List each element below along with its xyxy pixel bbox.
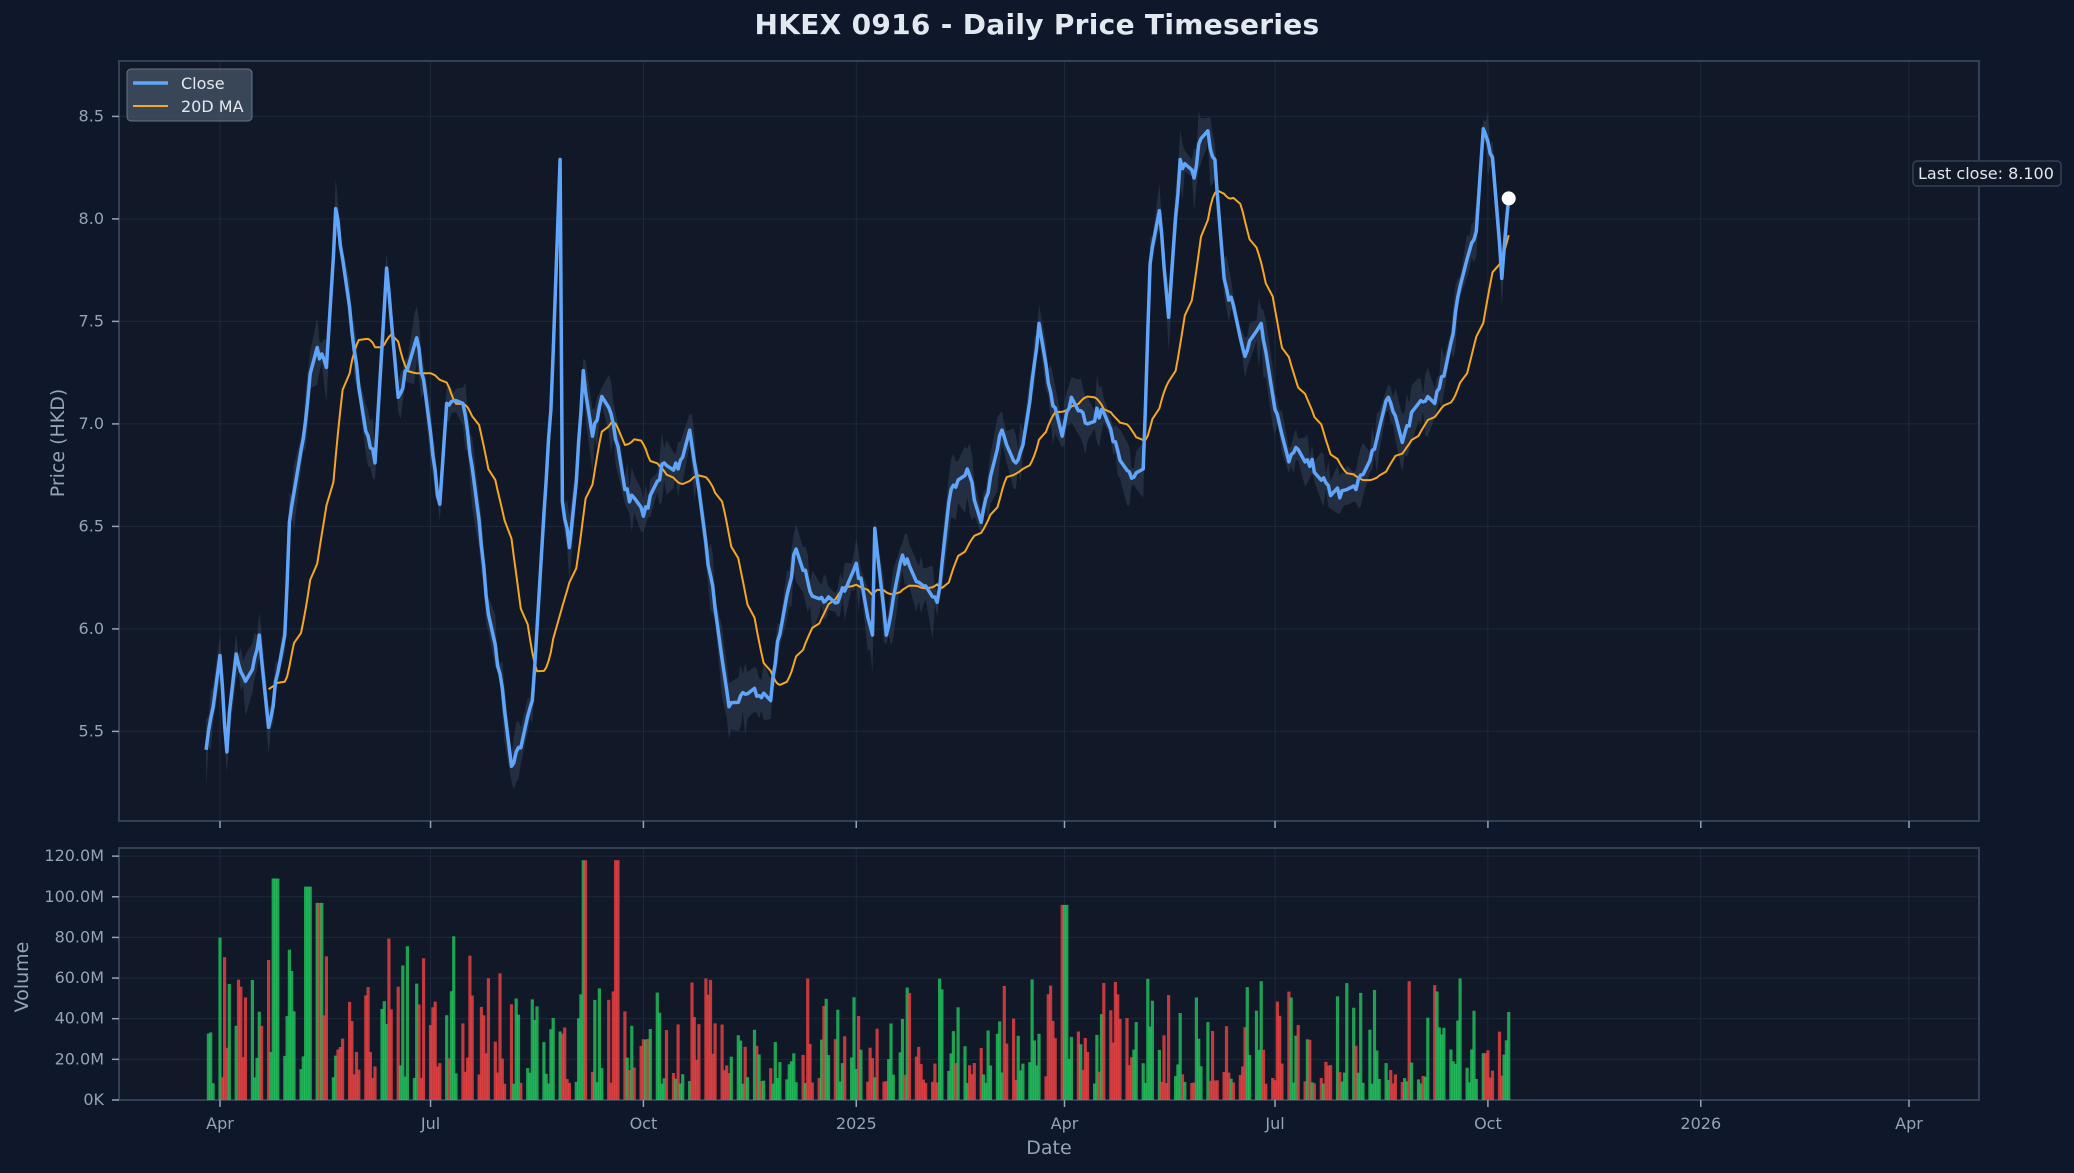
volume-tick-label: 120.0M	[44, 846, 104, 865]
x-tick-label: Jul	[420, 1114, 440, 1133]
x-tick-label: Apr	[1895, 1114, 1923, 1133]
price-tick-label: 7.0	[79, 414, 104, 433]
legend: Close 20D MA	[126, 68, 253, 122]
price-axis-label: Price (HKD)	[47, 389, 69, 498]
price-tick-label: 5.5	[79, 721, 104, 740]
volume-tick-label: 0K	[83, 1090, 104, 1109]
volume-bars	[206, 860, 1511, 1100]
price-tick-label: 8.0	[79, 209, 104, 228]
volume-y-axis: 120.0M 100.0M 80.0M 60.0M 40.0M 20.0M 0K	[44, 846, 119, 1109]
x-tick-label: Apr	[1051, 1114, 1079, 1133]
volume-axis-label: Volume	[11, 942, 33, 1013]
close-price-line	[204, 126, 1511, 769]
volume-tick-label: 80.0M	[55, 927, 104, 946]
price-tick-label: 6.5	[79, 516, 104, 535]
x-tick-label: Apr	[206, 1114, 234, 1133]
ma-20d-line	[268, 189, 1510, 691]
legend-close-label: Close	[181, 74, 225, 93]
price-grid	[120, 62, 1978, 820]
date-axis-label: Date	[1026, 1137, 1071, 1159]
x-tick-label: Oct	[1474, 1114, 1502, 1133]
volume-tick-label: 60.0M	[55, 968, 104, 987]
price-plot-area	[118, 60, 1980, 822]
price-tick-label: 6.0	[79, 619, 104, 638]
x-tick-label: 2026	[1680, 1114, 1721, 1133]
last-close-annotation: Last close: 8.100	[1912, 160, 2062, 187]
last-close-label: Last close: 8.100	[1918, 164, 2054, 183]
price-y-axis: 8.5 8.0 7.5 7.0 6.5 6.0 5.5	[79, 106, 119, 740]
x-tick-label: Jul	[1264, 1114, 1284, 1133]
x-tick-label: Oct	[630, 1114, 658, 1133]
x-tick-label: 2025	[836, 1114, 877, 1133]
price-tick-label: 8.5	[79, 106, 104, 125]
volume-tick-label: 100.0M	[44, 887, 104, 906]
price-x-ticks	[219, 821, 1910, 828]
date-x-axis: Apr Jul Oct 2025 Apr Jul Oct 2026 Apr	[206, 1100, 1923, 1133]
volume-tick-label: 40.0M	[55, 1009, 104, 1028]
volume-tick-label: 20.0M	[55, 1049, 104, 1068]
chart-title: HKEX 0916 - Daily Price Timeseries	[754, 8, 1320, 41]
last-close-marker	[1501, 191, 1516, 206]
legend-ma-label: 20D MA	[181, 97, 244, 116]
price-tick-label: 7.5	[79, 311, 104, 330]
